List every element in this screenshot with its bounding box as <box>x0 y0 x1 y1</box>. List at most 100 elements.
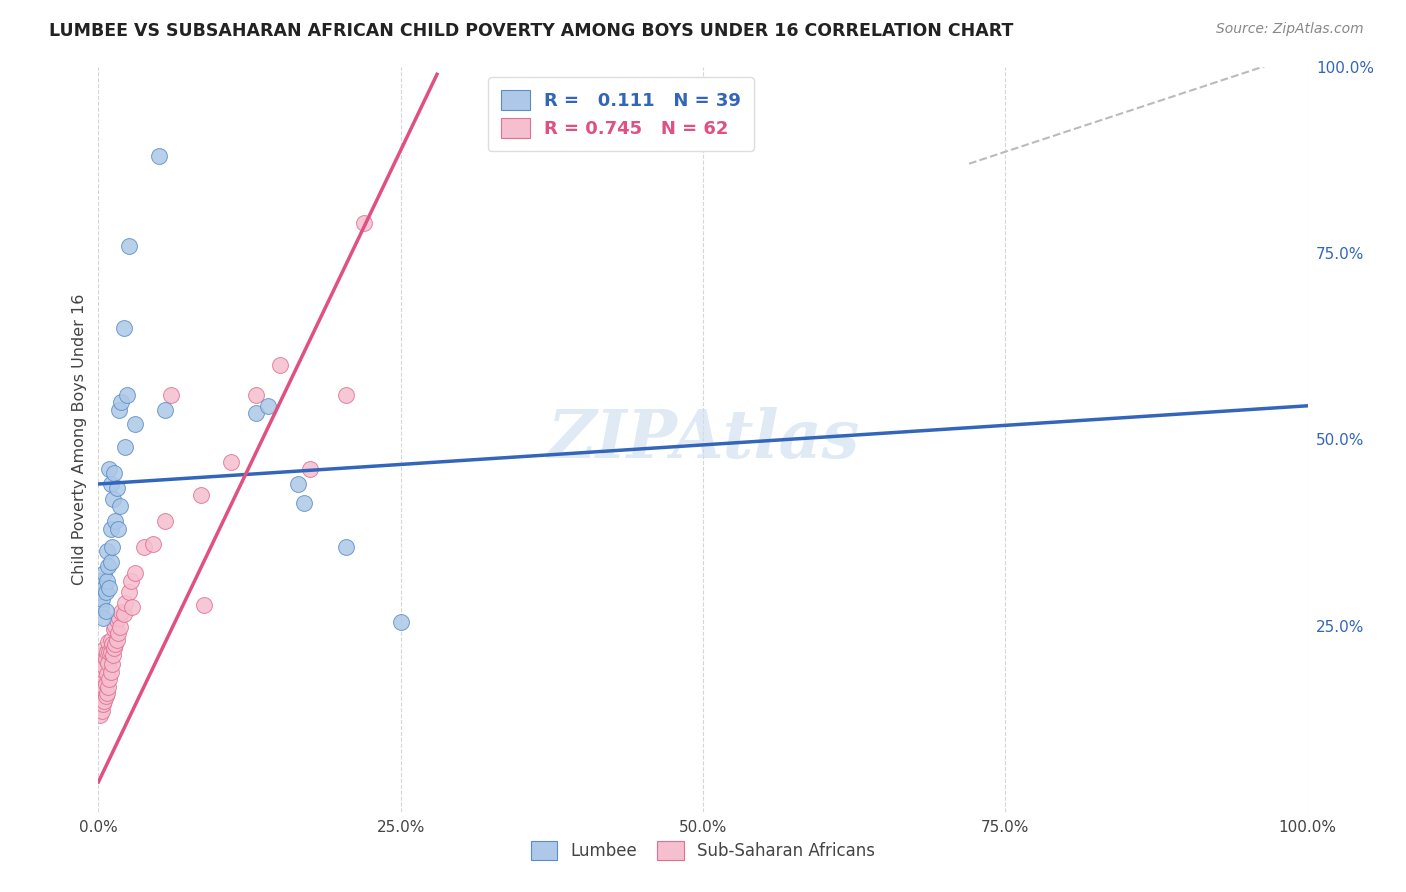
Point <box>100 477 122 491</box>
Point <box>100 555 122 569</box>
Point <box>117 387 139 401</box>
Point <box>91 663 114 677</box>
Point <box>97 635 120 649</box>
Legend: Lumbee, Sub-Saharan Africans: Lumbee, Sub-Saharan Africans <box>524 835 882 867</box>
Point <box>91 592 114 607</box>
Point <box>142 536 165 550</box>
Point <box>97 558 120 573</box>
Point <box>103 622 125 636</box>
Point <box>110 395 132 409</box>
Point <box>148 149 170 163</box>
Point <box>108 620 131 634</box>
Point <box>90 697 112 711</box>
Point <box>100 637 122 651</box>
Point <box>96 667 118 681</box>
Point <box>93 642 115 657</box>
Point <box>93 694 115 708</box>
Point <box>134 541 156 555</box>
Point <box>287 477 309 491</box>
Point <box>103 640 125 655</box>
Point <box>108 402 131 417</box>
Point <box>118 238 141 252</box>
Point <box>118 585 141 599</box>
Point <box>94 604 117 618</box>
Point <box>160 387 183 401</box>
Point <box>90 599 112 614</box>
Point <box>93 659 115 673</box>
Point <box>269 358 291 372</box>
Point <box>93 566 115 581</box>
Point <box>101 491 124 506</box>
Point <box>104 637 127 651</box>
Point <box>94 652 117 666</box>
Point <box>112 607 135 622</box>
Point <box>353 216 375 230</box>
Point <box>91 681 114 696</box>
Point <box>110 605 132 619</box>
Text: LUMBEE VS SUBSAHARAN AFRICAN CHILD POVERTY AMONG BOYS UNDER 16 CORRELATION CHART: LUMBEE VS SUBSAHARAN AFRICAN CHILD POVER… <box>49 22 1014 40</box>
Text: Source: ZipAtlas.com: Source: ZipAtlas.com <box>1216 22 1364 37</box>
Point <box>93 680 115 694</box>
Point <box>98 582 121 596</box>
Point <box>112 320 135 334</box>
Point <box>335 387 357 401</box>
Point <box>89 667 111 681</box>
Point <box>153 402 176 417</box>
Point <box>97 680 120 694</box>
Point <box>245 387 267 401</box>
Point <box>100 541 122 555</box>
Point <box>91 690 114 704</box>
Point <box>94 676 117 690</box>
Point <box>153 514 176 528</box>
Point <box>91 697 114 711</box>
Point <box>91 704 114 718</box>
Point <box>105 613 128 627</box>
Point <box>124 566 146 581</box>
Point <box>245 406 267 420</box>
Point <box>221 455 243 469</box>
Point <box>292 495 315 509</box>
Point <box>91 648 114 663</box>
Point <box>103 466 125 480</box>
Text: ZIPAtlas: ZIPAtlas <box>547 407 859 472</box>
Point <box>97 656 120 670</box>
Point <box>104 618 127 632</box>
Point <box>120 574 142 588</box>
Point <box>100 644 122 658</box>
Point <box>107 626 129 640</box>
Point <box>89 707 111 722</box>
Point <box>193 598 215 612</box>
Point <box>98 644 121 658</box>
Point <box>114 440 136 454</box>
Point <box>90 680 112 694</box>
Point <box>89 589 111 603</box>
Point <box>121 599 143 614</box>
Point <box>98 462 121 476</box>
Point <box>90 656 112 670</box>
Point <box>96 574 118 588</box>
Point <box>96 544 118 558</box>
Point <box>335 541 357 555</box>
Point <box>108 611 131 625</box>
Point <box>91 611 114 625</box>
Point <box>100 522 122 536</box>
Point <box>389 615 412 629</box>
Point <box>100 633 122 648</box>
Point <box>256 399 278 413</box>
Point <box>124 417 146 432</box>
Point <box>96 644 118 658</box>
Point <box>96 685 118 699</box>
Point <box>107 522 129 536</box>
Point <box>93 582 115 596</box>
Point <box>98 672 121 686</box>
Point <box>100 657 122 672</box>
Point <box>104 514 127 528</box>
Point <box>299 462 322 476</box>
Point <box>100 665 122 679</box>
Y-axis label: Child Poverty Among Boys Under 16: Child Poverty Among Boys Under 16 <box>72 293 87 585</box>
Point <box>89 690 111 704</box>
Point <box>105 481 128 495</box>
Point <box>94 585 117 599</box>
Point <box>114 596 136 610</box>
Point <box>91 674 114 689</box>
